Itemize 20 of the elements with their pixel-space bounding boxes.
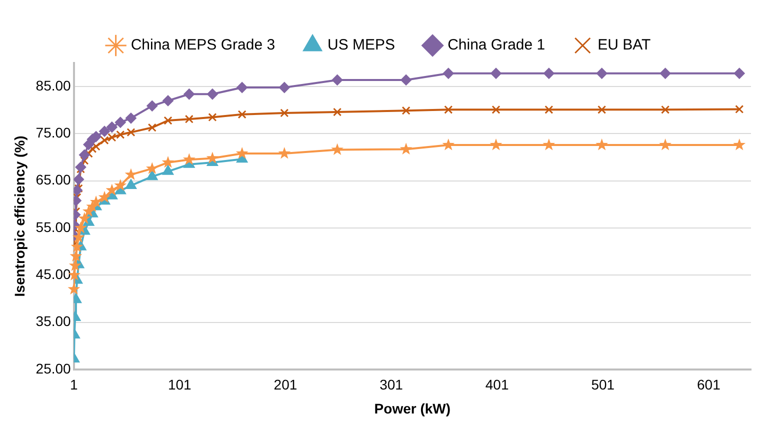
y-tick-label: 35.00 <box>36 313 72 330</box>
x-tick-label: 1 <box>70 376 78 393</box>
x-tick-label: 101 <box>168 376 192 393</box>
legend-label: EU BAT <box>598 36 651 54</box>
legend-label: China Grade 1 <box>448 36 546 54</box>
y-axis-title: Isentropic efficiency (%) <box>11 136 28 297</box>
x-tick-label: 401 <box>485 376 509 393</box>
legend-label: US MEPS <box>328 36 396 54</box>
x-tick-label: 501 <box>591 376 615 393</box>
x-tick-label: 601 <box>696 376 721 393</box>
legend-label: China MEPS Grade 3 <box>130 36 276 54</box>
y-tick-label: 45.00 <box>36 266 72 282</box>
y-tick-label: 75.00 <box>36 124 72 141</box>
y-tick-label: 25.00 <box>36 360 72 376</box>
y-tick-label: 65.00 <box>36 172 72 188</box>
x-axis-title: Power (kW) <box>374 400 451 416</box>
y-tick-label: 55.00 <box>36 218 72 235</box>
y-tick-label: 85.00 <box>36 77 72 94</box>
x-tick-label: 201 <box>274 376 298 393</box>
x-tick-label: 301 <box>380 376 404 393</box>
